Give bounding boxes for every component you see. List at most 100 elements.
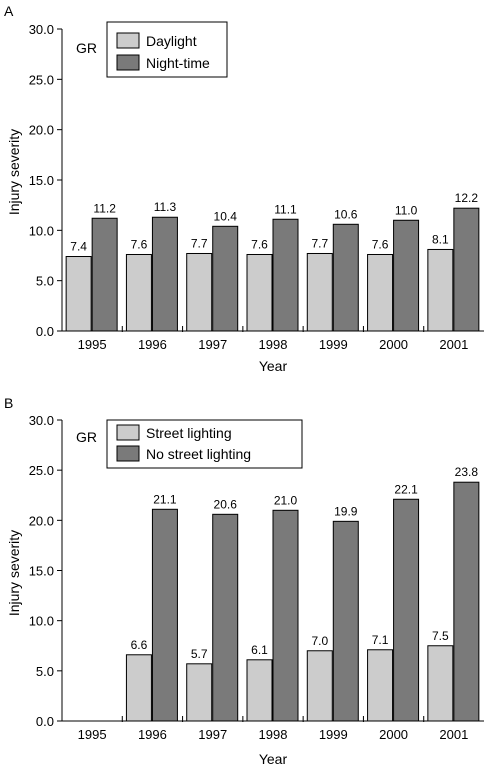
legend-swatch-b-street-lighting [116, 424, 140, 441]
y-tick-label-b: 5.0 [36, 664, 54, 679]
x-tick-label-b: 2000 [379, 727, 408, 742]
data-label-b: 7.5 [432, 629, 449, 643]
x-tick-label-a: 2000 [379, 337, 408, 352]
data-label-a: 7.6 [131, 237, 148, 251]
y-tick-label-a: 15.0 [29, 173, 54, 188]
panel-label-a: A [4, 3, 14, 19]
x-tick-label-b: 2001 [439, 727, 468, 742]
x-tick-label-b: 1996 [138, 727, 167, 742]
bar-a-daylight-1995 [65, 256, 92, 332]
y-tick-label-a: 0.0 [36, 324, 54, 339]
data-label-a: 8.1 [432, 232, 449, 246]
x-tick-label-a: 2001 [439, 337, 468, 352]
chart-b: B Injury severity Year GR 0.0 5.0 10.0 15.0… [4, 395, 484, 767]
y-tick-label-b: 20.0 [29, 513, 54, 528]
data-label-b: 7.1 [372, 633, 389, 647]
y-tick-label-b: 15.0 [29, 564, 54, 579]
panel-label-b: B [4, 395, 13, 411]
data-label-a: 10.4 [214, 209, 238, 223]
bar-a-daylight-1996 [125, 253, 152, 332]
bar-a-night-time-1995 [91, 217, 118, 332]
bar-b-street-lighting-1997 [186, 663, 213, 722]
bar-a-daylight-2000 [367, 253, 394, 332]
legend-swatch-a-daylight [116, 32, 140, 49]
data-label-b: 7.0 [311, 634, 328, 648]
bar-a-daylight-2001 [427, 248, 454, 332]
x-tick-label-b: 1998 [259, 727, 288, 742]
legend-label-a-daylight: Daylight [146, 33, 197, 49]
legend-label-b-street-lighting: Street lighting [146, 425, 232, 441]
bar-b-street-lighting-1999 [306, 650, 333, 722]
data-label-b: 6.1 [251, 643, 268, 657]
data-label-a: 11.2 [93, 201, 116, 215]
bar-b-no-street-lighting-1998 [272, 509, 299, 722]
bar-b-no-street-lighting-1996 [151, 508, 178, 722]
bar-b-no-street-lighting-2000 [393, 498, 420, 722]
y-tick-label-a: 20.0 [29, 123, 54, 138]
bar-b-no-street-lighting-2001 [453, 481, 480, 722]
y-tick-label-b: 0.0 [36, 714, 54, 729]
y-tick-label-a: 30.0 [29, 22, 54, 37]
bar-b-street-lighting-2001 [427, 645, 454, 722]
data-label-b: 21.1 [153, 492, 177, 506]
bar-a-night-time-1999 [332, 223, 359, 332]
x-axis-label-a: Year [259, 358, 288, 374]
plot-area-a: 0.0 5.0 10.0 15.0 20.0 25.0 30.0 7.4 11.2 1995 7.6… [29, 22, 484, 352]
legend-swatch-b-no-street-lighting [116, 445, 140, 462]
bar-a-night-time-2001 [453, 207, 480, 332]
bar-b-street-lighting-1998 [246, 659, 273, 722]
plot-area-b: 0.0 5.0 10.0 15.0 20.0 25.0 30.0 1995 6.6 21.1 199… [29, 413, 484, 742]
y-tick-label-b: 25.0 [29, 463, 54, 478]
data-label-b: 6.6 [131, 638, 148, 652]
x-axis-label-b: Year [259, 751, 288, 767]
bar-a-night-time-1996 [151, 216, 178, 332]
data-label-a: 7.6 [251, 237, 268, 251]
data-label-a: 11.1 [274, 202, 297, 216]
x-tick-label-a: 1996 [138, 337, 167, 352]
bar-a-daylight-1999 [306, 252, 333, 332]
x-tick-label-a: 1995 [78, 337, 107, 352]
bar-a-night-time-2000 [393, 219, 420, 332]
bar-b-street-lighting-1996 [125, 654, 152, 722]
data-label-a: 10.6 [334, 207, 358, 221]
data-label-a: 11.0 [395, 203, 418, 217]
legend-label-a-night-time: Night-time [146, 55, 210, 71]
x-tick-label-b: 1997 [198, 727, 227, 742]
chart-a: A Injury severity Year GR 0.0 5.0 10.0 15.0… [4, 3, 484, 374]
y-tick-label-a: 5.0 [36, 274, 54, 289]
y-axis-label-a: Injury severity [6, 129, 22, 215]
data-label-a: 11.3 [154, 200, 177, 214]
bar-b-no-street-lighting-1997 [212, 513, 239, 722]
legend-label-b-no-street-lighting: No street lighting [146, 446, 251, 462]
data-label-a: 7.7 [311, 236, 328, 250]
data-label-b: 20.6 [214, 497, 238, 511]
y-tick-label-b: 10.0 [29, 614, 54, 629]
data-label-b: 23.8 [455, 465, 479, 479]
data-label-a: 7.6 [372, 237, 389, 251]
legend-b: Street lighting No street lighting [106, 419, 303, 469]
data-label-b: 22.1 [394, 482, 418, 496]
bar-a-daylight-1997 [186, 252, 213, 332]
data-label-a: 7.7 [191, 236, 208, 250]
bar-a-daylight-1998 [246, 253, 273, 332]
data-label-b: 21.0 [274, 493, 298, 507]
y-axis-label-b: Injury severity [6, 530, 22, 616]
x-tick-label-a: 1997 [198, 337, 227, 352]
inset-label-a: GR [76, 40, 97, 56]
bar-b-street-lighting-2000 [367, 649, 394, 722]
x-tick-label-a: 1998 [259, 337, 288, 352]
x-tick-label-b: 1995 [78, 727, 107, 742]
y-tick-label-a: 25.0 [29, 72, 54, 87]
data-label-b: 5.7 [191, 647, 208, 661]
bar-a-night-time-1997 [212, 225, 239, 332]
inset-label-b: GR [76, 429, 97, 445]
x-tick-label-a: 1999 [319, 337, 348, 352]
legend-swatch-a-night-time [116, 54, 140, 71]
y-tick-label-a: 10.0 [29, 223, 54, 238]
bar-b-no-street-lighting-1999 [332, 520, 359, 722]
y-tick-label-b: 30.0 [29, 413, 54, 428]
data-label-a: 7.4 [70, 240, 87, 254]
legend-a: Daylight Night-time [106, 21, 228, 78]
data-label-b: 19.9 [334, 504, 358, 518]
